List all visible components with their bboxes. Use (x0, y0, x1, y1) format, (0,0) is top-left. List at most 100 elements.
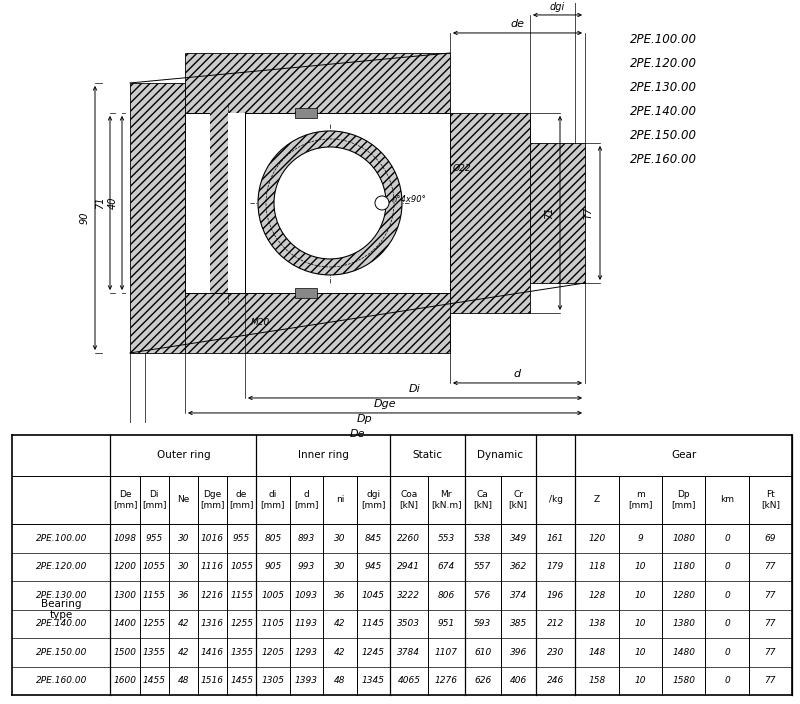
Text: 1255: 1255 (230, 620, 253, 629)
Text: 48: 48 (334, 677, 346, 685)
Text: Ca
[kN]: Ca [kN] (474, 490, 492, 510)
Text: Mr
[kN.m]: Mr [kN.m] (431, 490, 462, 510)
Text: 1016: 1016 (201, 534, 224, 543)
Text: 9: 9 (638, 534, 643, 543)
Text: 905: 905 (264, 562, 282, 572)
Text: 90: 90 (80, 212, 90, 224)
Text: 1200: 1200 (114, 562, 137, 572)
Text: T7: T7 (584, 207, 594, 219)
Text: 36: 36 (334, 591, 346, 600)
Text: 2PE.130.00: 2PE.130.00 (35, 591, 87, 600)
Text: 77: 77 (765, 620, 776, 629)
Text: 30: 30 (334, 534, 346, 543)
Text: 10: 10 (634, 620, 646, 629)
Text: Di
[mm]: Di [mm] (142, 490, 166, 510)
Text: ni: ni (336, 496, 344, 504)
Text: Z: Z (594, 496, 600, 504)
Text: Dynamic: Dynamic (478, 450, 523, 460)
Text: 40: 40 (108, 196, 118, 209)
Bar (530, 143, 585, 283)
Text: 806: 806 (438, 591, 455, 600)
Text: 1600: 1600 (114, 677, 137, 685)
Text: 1180: 1180 (672, 562, 695, 572)
Text: 1145: 1145 (362, 620, 385, 629)
Text: 161: 161 (547, 534, 564, 543)
Text: 77: 77 (765, 562, 776, 572)
Text: 138: 138 (589, 620, 606, 629)
Text: 1105: 1105 (262, 620, 285, 629)
Text: 0: 0 (724, 677, 730, 685)
Text: 1316: 1316 (201, 620, 224, 629)
Text: m
[mm]: m [mm] (628, 490, 653, 510)
Text: 1093: 1093 (295, 591, 318, 600)
Text: Dp: Dp (357, 414, 373, 424)
Text: 10: 10 (634, 591, 646, 600)
Text: 1055: 1055 (142, 562, 166, 572)
Text: 610: 610 (474, 648, 491, 657)
Text: 30: 30 (178, 534, 189, 543)
Circle shape (258, 131, 402, 275)
Text: 406: 406 (510, 677, 527, 685)
Text: 0: 0 (724, 562, 730, 572)
Text: 36: 36 (178, 591, 189, 600)
Text: 385: 385 (510, 620, 527, 629)
Text: 1245: 1245 (362, 648, 385, 657)
Text: 42: 42 (178, 620, 189, 629)
Text: 2260: 2260 (398, 534, 420, 543)
Text: 0: 0 (724, 591, 730, 600)
Text: 1355: 1355 (230, 648, 253, 657)
Bar (185, 113, 450, 293)
Text: 1400: 1400 (114, 620, 137, 629)
Text: 2PE.150.00: 2PE.150.00 (630, 129, 697, 142)
Text: Dge: Dge (374, 399, 396, 409)
Text: 71: 71 (95, 196, 105, 209)
Text: 30: 30 (178, 562, 189, 572)
Text: 120: 120 (589, 534, 606, 543)
Text: 0: 0 (724, 534, 730, 543)
Text: 349: 349 (510, 534, 527, 543)
Text: 1300: 1300 (114, 591, 137, 600)
Text: 42: 42 (334, 620, 346, 629)
Text: 1355: 1355 (142, 648, 166, 657)
Text: 10: 10 (634, 677, 646, 685)
Text: 179: 179 (547, 562, 564, 572)
Text: 805: 805 (264, 534, 282, 543)
Text: d: d (514, 369, 521, 379)
Text: 0: 0 (724, 620, 730, 629)
Bar (212, 115, 243, 291)
Text: 212: 212 (547, 620, 564, 629)
Text: 593: 593 (474, 620, 491, 629)
Text: 71: 71 (544, 207, 554, 219)
Bar (210, 113, 227, 293)
Text: 77: 77 (765, 648, 776, 657)
Text: 1255: 1255 (142, 620, 166, 629)
Text: 1055: 1055 (230, 562, 253, 572)
Text: n°4x90°: n°4x90° (392, 196, 427, 204)
Text: Inner ring: Inner ring (298, 450, 349, 460)
Text: 1305: 1305 (262, 677, 285, 685)
Text: /kg: /kg (549, 496, 562, 504)
Text: Dge
[mm]: Dge [mm] (200, 490, 225, 510)
Text: 396: 396 (510, 648, 527, 657)
Text: 10: 10 (634, 648, 646, 657)
Text: 42: 42 (178, 648, 189, 657)
Text: 1416: 1416 (201, 648, 224, 657)
Text: 626: 626 (474, 677, 491, 685)
Bar (185, 53, 450, 113)
Text: 557: 557 (474, 562, 491, 572)
Text: 148: 148 (589, 648, 606, 657)
Text: 1098: 1098 (114, 534, 137, 543)
Text: 553: 553 (438, 534, 455, 543)
Text: 1045: 1045 (362, 591, 385, 600)
Text: Cr
[kN]: Cr [kN] (509, 490, 528, 510)
Text: 1107: 1107 (435, 648, 458, 657)
Text: 128: 128 (589, 591, 606, 600)
Text: Coa
[kN]: Coa [kN] (399, 490, 418, 510)
Text: 893: 893 (298, 534, 315, 543)
Text: 2PE.130.00: 2PE.130.00 (630, 81, 697, 94)
Text: 1080: 1080 (672, 534, 695, 543)
Text: 951: 951 (438, 620, 455, 629)
Text: 77: 77 (765, 591, 776, 600)
Text: 538: 538 (474, 534, 491, 543)
Text: 1516: 1516 (201, 677, 224, 685)
